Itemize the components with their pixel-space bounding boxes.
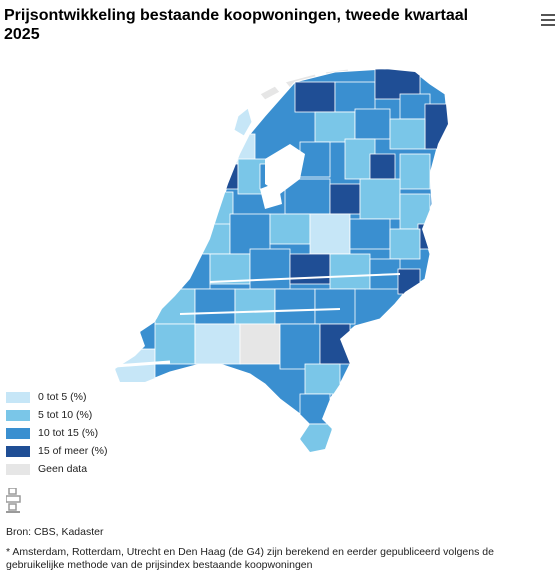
legend-item[interactable]: 10 tot 15 (%): [6, 424, 107, 442]
region-patch[interactable]: [299, 423, 333, 454]
region-patch[interactable]: [299, 393, 331, 425]
island-vlieland[interactable]: [259, 85, 281, 101]
region-patch[interactable]: [399, 193, 431, 230]
region-patch[interactable]: [397, 268, 421, 295]
region-patch[interactable]: [194, 288, 236, 325]
river-waal: [209, 273, 401, 283]
legend-label: Geen data: [38, 463, 88, 475]
river-maas: [179, 308, 341, 315]
region-patch[interactable]: [239, 323, 281, 365]
netherlands-map[interactable]: [100, 64, 460, 454]
western-scheldt: [114, 360, 171, 368]
map-svg[interactable]: [100, 64, 460, 454]
legend-swatch-no-data: [6, 463, 30, 475]
region-patch[interactable]: [314, 288, 356, 325]
legend-swatch-15-plus: [6, 445, 30, 457]
region-patch[interactable]: [349, 218, 391, 250]
region-patch[interactable]: [169, 253, 211, 290]
region-patch[interactable]: [249, 248, 291, 290]
region-patch[interactable]: [154, 323, 196, 365]
legend-label: 0 tot 5 (%): [38, 391, 87, 403]
ijsselmeer: [265, 144, 305, 194]
footnote-text: * Amsterdam, Rotterdam, Utrecht en Den H…: [6, 546, 494, 571]
legend-item[interactable]: Geen data: [6, 460, 107, 478]
region-patch[interactable]: [309, 213, 351, 255]
hamburger-menu-icon[interactable]: [541, 14, 555, 26]
region-patch[interactable]: [304, 363, 341, 395]
map-legend: 0 tot 5 (%) 5 tot 10 (%) 10 tot 15 (%) 1…: [6, 388, 107, 478]
region-patch[interactable]: [194, 323, 241, 365]
region-patch[interactable]: [274, 288, 316, 325]
legend-label: 15 of meer (%): [38, 445, 108, 457]
region-patch[interactable]: [329, 183, 361, 215]
region-patch[interactable]: [209, 253, 251, 285]
region-patch[interactable]: [389, 228, 421, 260]
region-patch[interactable]: [217, 163, 239, 190]
legend-swatch-10-15: [6, 427, 30, 439]
region-patch[interactable]: [424, 103, 450, 150]
region-patch[interactable]: [359, 178, 401, 220]
region-patch[interactable]: [329, 253, 371, 290]
legend-swatch-5-10: [6, 409, 30, 421]
cbs-logo-icon: [5, 487, 22, 514]
region-patch[interactable]: [319, 323, 351, 365]
region-patch[interactable]: [299, 141, 331, 178]
region-patch[interactable]: [154, 288, 196, 325]
legend-label: 10 tot 15 (%): [38, 427, 99, 439]
region-patch[interactable]: [207, 191, 234, 228]
region-patch[interactable]: [369, 153, 396, 180]
region-patch[interactable]: [189, 223, 231, 255]
region-patch[interactable]: [334, 81, 376, 113]
legend-item[interactable]: 5 tot 10 (%): [6, 406, 107, 424]
legend-item[interactable]: 15 of meer (%): [6, 442, 107, 460]
region-patch[interactable]: [229, 213, 271, 255]
legend-label: 5 tot 10 (%): [38, 409, 93, 421]
chart-title: Prijsontwikkeling bestaande koopwoningen…: [4, 7, 469, 43]
legend-item[interactable]: 0 tot 5 (%): [6, 388, 107, 406]
region-patch[interactable]: [354, 108, 391, 140]
region-patch[interactable]: [314, 111, 356, 143]
source-text: Bron: CBS, Kadaster: [6, 526, 104, 538]
region-patch[interactable]: [234, 288, 276, 325]
region-patch[interactable]: [269, 213, 311, 245]
region-patch[interactable]: [389, 118, 426, 150]
region-patch[interactable]: [399, 153, 431, 190]
legend-swatch-0-5: [6, 391, 30, 403]
island-texel[interactable]: [233, 107, 253, 137]
region-patch[interactable]: [279, 323, 321, 370]
markermeer: [260, 182, 282, 209]
region-patch[interactable]: [289, 253, 331, 285]
region-patch[interactable]: [294, 81, 336, 113]
